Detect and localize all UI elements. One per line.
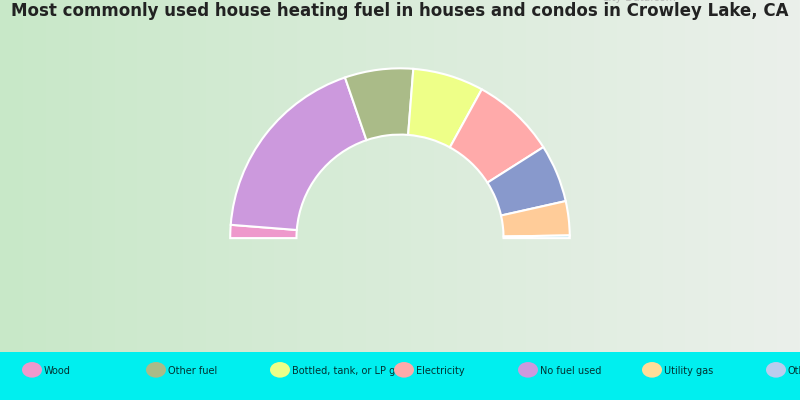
Text: Most commonly used house heating fuel in houses and condos in Crowley Lake, CA: Most commonly used house heating fuel in… [11, 2, 789, 20]
Wedge shape [230, 78, 366, 230]
Text: Electricity: Electricity [416, 366, 465, 376]
Text: Bottled, tank, or LP gas: Bottled, tank, or LP gas [292, 366, 406, 376]
Ellipse shape [642, 362, 662, 378]
Text: City-Data.com: City-Data.com [602, 0, 676, 3]
Wedge shape [230, 225, 297, 238]
Wedge shape [487, 147, 566, 216]
Wedge shape [345, 68, 414, 140]
Ellipse shape [146, 362, 166, 378]
Wedge shape [503, 236, 570, 238]
Text: Utility gas: Utility gas [664, 366, 714, 376]
Wedge shape [450, 89, 543, 183]
Wedge shape [408, 69, 482, 147]
Ellipse shape [518, 362, 538, 378]
Ellipse shape [22, 362, 42, 378]
Ellipse shape [766, 362, 786, 378]
Text: Other fuel: Other fuel [168, 366, 218, 376]
Text: No fuel used: No fuel used [540, 366, 602, 376]
Text: Other: Other [788, 366, 800, 376]
Ellipse shape [270, 362, 290, 378]
Text: Wood: Wood [44, 366, 71, 376]
Ellipse shape [394, 362, 414, 378]
Wedge shape [501, 201, 570, 236]
